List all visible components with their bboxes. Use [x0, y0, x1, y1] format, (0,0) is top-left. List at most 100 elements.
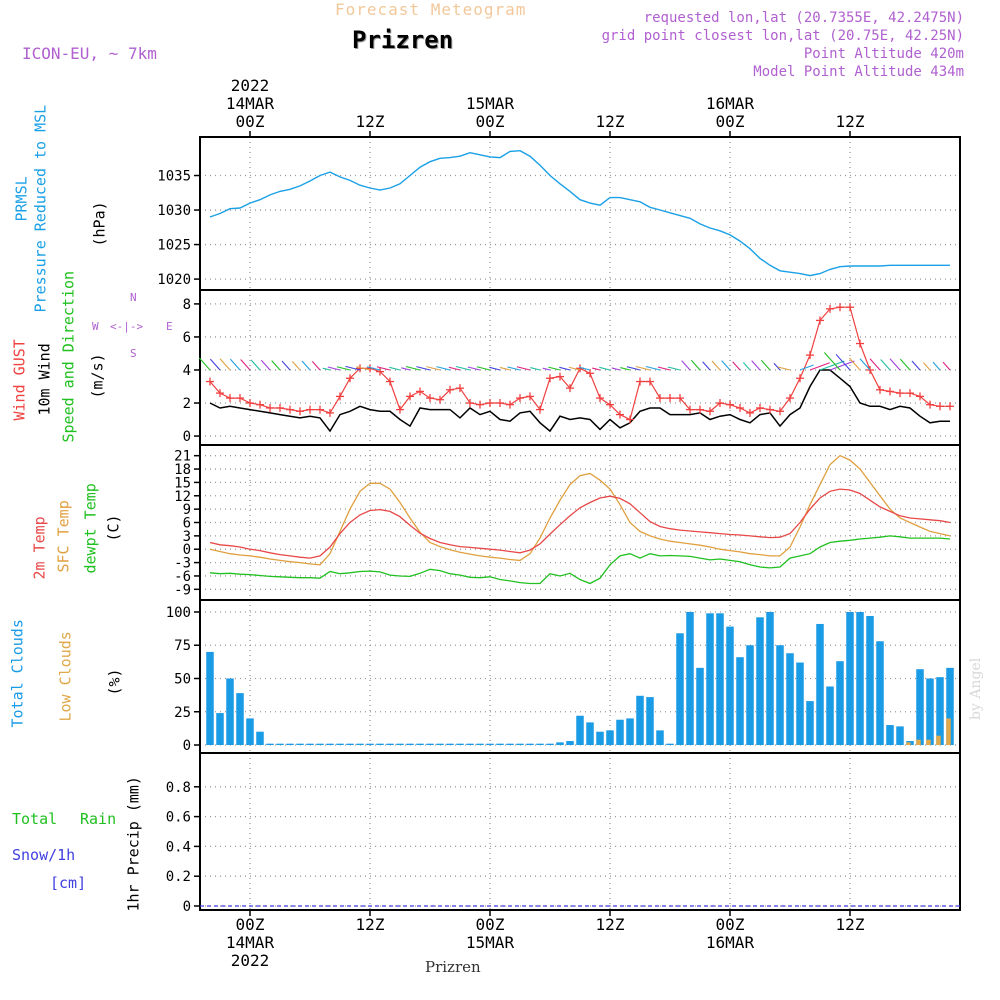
wind-direction-arrow [819, 360, 845, 371]
total-cloud-bar [846, 611, 854, 746]
total-cloud-bar [366, 743, 374, 746]
wind-direction-arrow [742, 362, 751, 371]
wind-direction-arrow [922, 362, 931, 371]
wind-direction-arrow [702, 361, 711, 371]
low-cloud-bar [946, 718, 951, 746]
wind-direction-arrow [530, 367, 541, 371]
y-tick-label: 0.4 [166, 839, 191, 855]
total-cloud-bar [556, 742, 564, 746]
wind-direction-arrow [721, 360, 731, 371]
total-cloud-bar [646, 697, 654, 746]
total-cloud-bar [206, 651, 214, 746]
wind-direction-arrow [311, 361, 321, 371]
gridpoint-coords: grid point closest lon,lat (20.75E, 42.2… [601, 28, 964, 44]
wind-direction-arrow [548, 366, 561, 371]
low-cloud-bar [916, 739, 921, 746]
wind-direction-arrow [467, 366, 481, 371]
wind-direction-arrow [568, 366, 581, 371]
wind-direction-arrow [455, 365, 471, 371]
wind-direction-arrow [657, 366, 671, 371]
total-cloud-bar [276, 743, 284, 746]
total-cloud-bar [516, 743, 524, 746]
total-cloud-bar [626, 718, 634, 746]
total-cloud-bar [926, 678, 934, 746]
footer-location: Prizren [425, 958, 481, 976]
total-cloud-bar [446, 743, 454, 746]
top-time-label: 14MAR [226, 94, 275, 113]
total-cloud-bar [656, 730, 664, 746]
total-cloud-bar [586, 722, 594, 746]
wind-direction-arrow [219, 358, 231, 371]
y-tick-label: 0 [183, 429, 191, 445]
y-tick-label: 0.2 [166, 869, 191, 885]
t2m-line [209, 488, 951, 559]
total-cloud-bar [486, 743, 494, 746]
wind-direction-arrow [507, 366, 521, 371]
total-cloud-bar [946, 667, 954, 746]
total-cloud-bar [256, 731, 264, 746]
wind-direction-arrow [848, 357, 861, 371]
compass-w: W [92, 320, 99, 333]
wind-direction-arrow [809, 362, 830, 371]
total-cloud-bar [326, 743, 334, 746]
bottom-time-label: 00Z [716, 915, 745, 934]
total-cloud-bar [706, 613, 714, 746]
total-cloud-bar [546, 743, 554, 746]
y-tick-label: 8 [183, 297, 191, 313]
y-tick-label: -9 [174, 582, 191, 598]
total-cloud-bar [736, 657, 744, 746]
total-cloud-bar [316, 743, 324, 746]
y-tick-label: 0.6 [166, 810, 191, 826]
total-cloud-bar [836, 661, 844, 746]
total-cloud-bar [696, 667, 704, 746]
top-time-label: 12Z [356, 112, 385, 131]
top-time-label: 16MAR [706, 94, 755, 113]
total-cloud-bar [466, 743, 474, 746]
compass-legend: W <-|-> E N S [88, 290, 188, 360]
wind-direction-arrow [559, 366, 571, 371]
y-tick-label: 12 [174, 489, 191, 505]
top-time-label: 12Z [596, 112, 625, 131]
y-tick-label: 9 [183, 502, 191, 518]
y-tick-label: 3 [183, 529, 191, 545]
bottom-time-label: 2022 [231, 951, 270, 970]
y-tick-label: 6 [183, 516, 191, 532]
wind-direction-arrow [599, 366, 611, 371]
total-cloud-bar [396, 743, 404, 746]
y-tick-label: 0.8 [166, 780, 191, 796]
bottom-time-label: 00Z [476, 915, 505, 934]
wind-direction-arrow [291, 361, 301, 371]
total-cloud-bar [306, 743, 314, 746]
wind-direction-arrow [389, 366, 401, 371]
wind-direction-arrow [681, 360, 691, 371]
wind-direction-arrow [592, 367, 601, 371]
y-tick-label: 0 [183, 899, 191, 915]
wind-direction-arrow [489, 366, 501, 371]
total-cloud-bar [376, 743, 384, 746]
wind-direction-arrow [376, 366, 391, 371]
wind-direction-arrow [690, 359, 701, 371]
y-tick-label: 1035 [157, 169, 191, 185]
pressure-line [209, 149, 950, 277]
wind-direction-arrow [869, 358, 881, 371]
wind-speed-line [209, 369, 950, 433]
bottom-time-label: 12Z [356, 915, 385, 934]
total-label: Total [12, 810, 58, 828]
wind-direction-arrow [416, 366, 431, 371]
total-cloud-bar [616, 719, 624, 746]
total-cloud-bar [636, 695, 644, 746]
dewpt-line [209, 535, 951, 585]
y-tick-label: 1020 [157, 272, 191, 288]
wind-direction-arrow [448, 366, 461, 371]
total-cloud-bar [786, 653, 794, 746]
total-cloud-bar [676, 633, 684, 746]
wind-direction-arrow [911, 360, 921, 371]
total-cloud-bar [796, 662, 804, 746]
total-cloud-bar [856, 611, 864, 746]
top-time-label: 12Z [836, 112, 865, 131]
wind-direction-arrow [250, 359, 261, 371]
total-cloud-bar [746, 645, 754, 746]
total-cloud-bar [496, 743, 504, 746]
